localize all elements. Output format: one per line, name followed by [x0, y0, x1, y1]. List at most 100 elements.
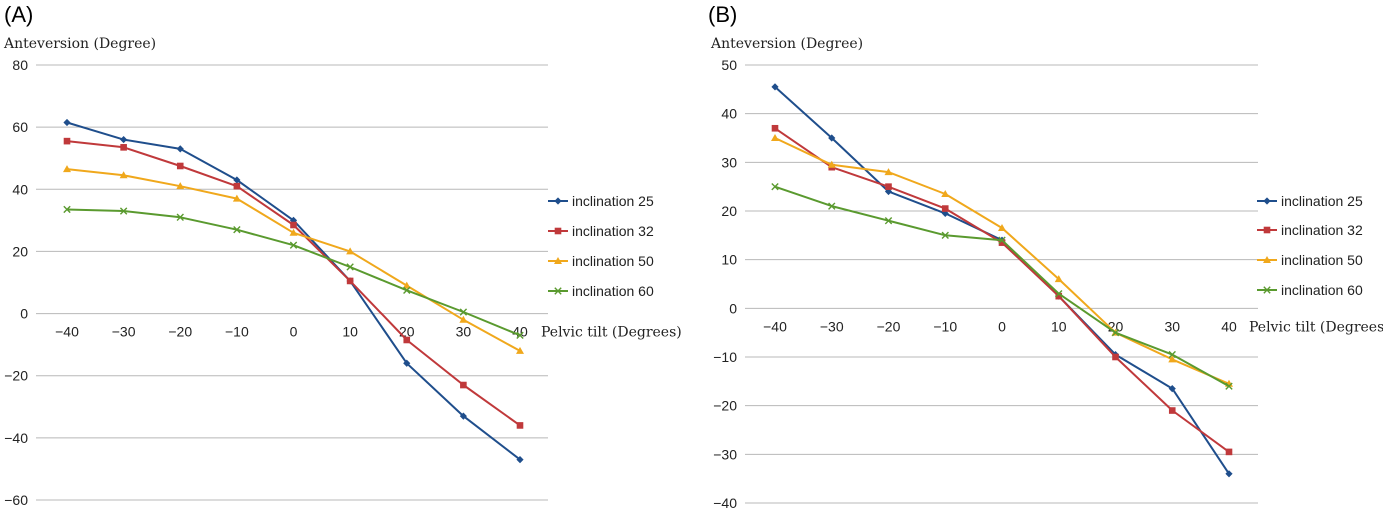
y-tick-label: 0: [729, 300, 737, 316]
data-point: [1168, 385, 1176, 393]
legend-marker: [1263, 256, 1271, 263]
data-point: [119, 171, 128, 179]
data-point: [1168, 355, 1177, 363]
chart-panel-a: (A) Anteversion (Degree) 80 60 40 20 0 −20 −40 −6…: [3, 2, 682, 508]
data-point: [290, 221, 297, 229]
y-tick-label: 40: [721, 106, 737, 122]
y-tick-label: 40: [12, 181, 28, 197]
legend-label: inclination 50: [572, 253, 654, 269]
data-point: [771, 134, 779, 141]
data-point: [120, 135, 128, 144]
legend-label: inclination 25: [572, 193, 654, 209]
y-tick-label: 0: [20, 306, 28, 322]
data-point: [63, 205, 71, 214]
legend-marker: [1263, 226, 1271, 234]
legend-entry: inclination 25: [548, 193, 654, 209]
series-inclination-60: [63, 205, 524, 340]
data-point: [941, 189, 950, 197]
data-point: [516, 346, 524, 354]
data-point: [516, 331, 524, 340]
legend-label: inclination 32: [572, 223, 654, 239]
data-point: [1055, 290, 1063, 298]
data-point: [1225, 382, 1233, 390]
data-point: [346, 263, 354, 271]
data-point: [402, 281, 411, 289]
data-point: [233, 182, 241, 190]
series-line: [774, 86, 1230, 475]
data-point: [233, 225, 241, 234]
data-point: [176, 145, 184, 153]
data-point: [403, 359, 411, 367]
series-line: [66, 140, 521, 427]
x-tick-label: 40: [1221, 318, 1237, 334]
legend-marker: [554, 287, 562, 295]
legend-marker: [554, 227, 562, 235]
data-point: [119, 207, 128, 215]
legend-entry: inclination 50: [548, 253, 654, 269]
legend-marker: [1263, 286, 1271, 294]
x-tick-label: −30: [820, 318, 844, 334]
x-tick-label: −40: [55, 324, 79, 340]
data-point: [176, 182, 185, 190]
legend-label: inclination 50: [1281, 252, 1363, 268]
data-point: [403, 286, 411, 294]
data-point: [63, 165, 71, 173]
y-tick-label: −40: [713, 495, 737, 511]
legend-entry: inclination 60: [548, 283, 654, 299]
y-tick-label: 60: [12, 119, 28, 135]
data-point: [289, 228, 298, 236]
data-point: [1225, 470, 1233, 478]
x-tick-label: 10: [342, 324, 358, 340]
y-tick-label: −20: [4, 368, 28, 384]
data-point: [828, 202, 836, 210]
data-point: [884, 168, 893, 176]
data-point: [1112, 353, 1119, 361]
data-point: [120, 144, 127, 151]
data-point: [289, 241, 298, 249]
legend-entry: inclination 50: [1257, 252, 1363, 268]
x-tick-label: 30: [456, 324, 472, 340]
legend-entry: inclination 32: [1257, 222, 1363, 238]
legend-entry: inclination 32: [548, 223, 654, 239]
x-axis-title: Pelvic tilt (Degrees): [541, 325, 682, 341]
y-axis-title: Anteversion (Degree): [710, 36, 863, 52]
legend-marker: [1263, 197, 1271, 205]
data-point: [1054, 275, 1063, 283]
data-point: [771, 182, 779, 191]
x-tick-label: −40: [763, 318, 787, 334]
y-tick-label: −10: [713, 349, 737, 365]
x-tick-label: −10: [225, 324, 249, 340]
data-point: [1111, 328, 1120, 337]
y-tick-label: 80: [12, 57, 28, 73]
data-point: [771, 83, 779, 91]
data-point: [460, 381, 467, 389]
y-tick-label: 10: [721, 252, 737, 268]
data-point: [516, 456, 524, 464]
data-point: [1055, 292, 1063, 300]
x-tick-label: 40: [512, 324, 528, 340]
data-point: [1225, 448, 1233, 456]
data-point: [885, 183, 892, 190]
data-point: [771, 124, 779, 132]
y-tick-label: −30: [713, 446, 737, 462]
data-point: [63, 137, 71, 145]
legend-marker: [554, 197, 562, 205]
series-inclination-25: [771, 83, 1233, 478]
data-point: [827, 160, 836, 168]
panel-label: (B): [708, 2, 737, 27]
series-inclination-60: [771, 182, 1233, 390]
y-axis-title: Anteversion (Degree): [3, 36, 156, 52]
legend-label: inclination 32: [1281, 222, 1363, 238]
data-point: [998, 239, 1006, 246]
series-inclination-50: [771, 134, 1233, 387]
x-tick-label: 0: [290, 324, 298, 340]
y-tick-label: 20: [12, 243, 28, 259]
y-tick-label: 20: [721, 203, 737, 219]
x-tick-label: 10: [1051, 318, 1067, 334]
chart-panel-b: (B) Anteversion (Degree) 50 40 30 20 10 0 −10 −20…: [708, 2, 1383, 511]
x-tick-label: −30: [112, 324, 136, 340]
data-point: [828, 134, 836, 142]
data-point: [941, 231, 949, 240]
series-line: [66, 121, 521, 461]
